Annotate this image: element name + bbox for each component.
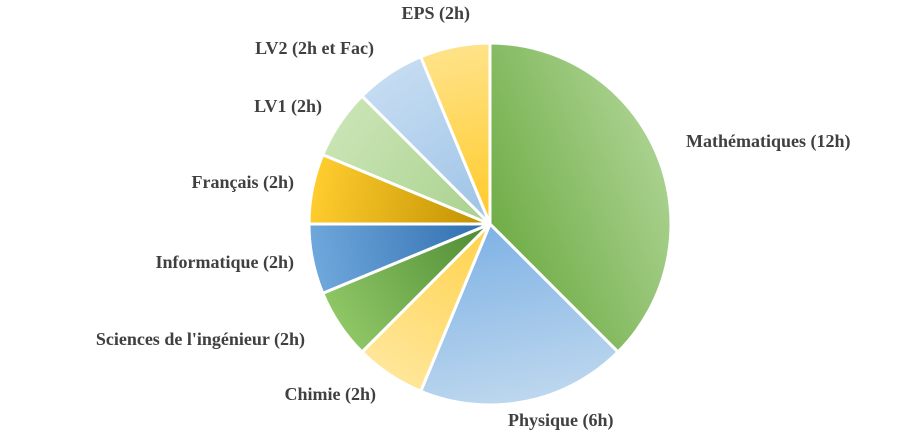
pie-slice-label: Sciences de l'ingénieur (2h) [96, 329, 305, 350]
pie-slice-label: Informatique (2h) [156, 252, 295, 273]
pie-labels: Mathématiques (12h) Physique (6h) Chimie (… [96, 3, 851, 431]
pie-slice-label: Français (2h) [192, 172, 295, 193]
pie-slices [307, 41, 673, 407]
pie-slice-label: Chimie (2h) [285, 384, 377, 405]
pie-slice-label: LV1 (2h) [254, 96, 322, 117]
pie-slice-label: Mathématiques (12h) [686, 131, 851, 152]
pie-slice [488, 41, 673, 354]
pie-slice-label: LV2 (2h et Fac) [255, 38, 374, 59]
pie-slice [419, 41, 492, 226]
pie-slice-label: EPS (2h) [401, 3, 470, 24]
pie-slice-label: Physique (6h) [508, 410, 614, 431]
pie-slice [419, 222, 620, 407]
